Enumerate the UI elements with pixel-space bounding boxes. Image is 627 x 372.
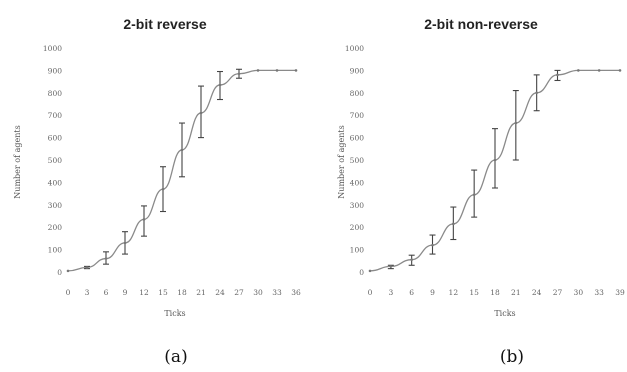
data-point — [577, 69, 580, 72]
y-tick-label: 200 — [350, 223, 365, 232]
x-tick-label: 9 — [123, 288, 128, 297]
error-bar — [512, 90, 519, 161]
y-tick-label: 900 — [48, 66, 63, 75]
data-point — [218, 83, 222, 87]
panel-caption: (a) — [164, 347, 187, 367]
error-bar — [141, 205, 147, 237]
y-tick-label: 400 — [48, 178, 63, 187]
data-point — [199, 111, 203, 115]
y-tick-label: 100 — [48, 246, 63, 255]
data-point — [66, 269, 70, 273]
data-point — [142, 218, 146, 221]
x-tick-label: 39 — [615, 288, 625, 297]
data-point — [389, 265, 393, 268]
y-tick-labels: 0 100 200 300 400 500 600 700 800 900 1000 — [43, 44, 62, 277]
y-tick-label: 600 — [48, 134, 63, 143]
data-point — [275, 69, 279, 72]
y-tick-label: 300 — [48, 201, 63, 210]
error-bar — [492, 128, 498, 189]
data-point — [180, 148, 184, 152]
x-tick-label: 36 — [291, 288, 301, 297]
data-point — [514, 121, 518, 125]
data-point — [431, 243, 434, 247]
y-tick-label: 800 — [350, 89, 365, 98]
y-tick-label: 500 — [350, 156, 365, 165]
x-tick-label: 0 — [66, 288, 71, 297]
data-point — [493, 158, 497, 162]
y-tick-label: 800 — [48, 89, 63, 98]
y-tick-label: 600 — [350, 134, 365, 143]
data-point — [161, 187, 165, 191]
x-tick-label: 33 — [272, 288, 282, 297]
data-point — [123, 241, 127, 245]
x-tick-label: 3 — [85, 288, 90, 297]
data-point — [535, 91, 538, 95]
x-tick-label: 12 — [449, 288, 459, 297]
x-tick-label: 3 — [388, 288, 393, 297]
data-point — [104, 257, 108, 260]
chart-panel-a: 2-bit reverse 01002003004005006007008009… — [13, 16, 301, 367]
y-tick-label: 200 — [48, 223, 63, 232]
chart-panel-b: 2-bit non-reverse 0100200300400500600700… — [337, 16, 625, 367]
y-tick-label: 400 — [350, 178, 365, 187]
x-tick-labels: 0 3 6 9 12 15 18 21 24 27 30 33 36 — [66, 288, 301, 297]
x-tick-label: 6 — [409, 288, 414, 297]
data-point — [256, 69, 260, 72]
y-tick-label: 1000 — [345, 44, 364, 53]
x-tick-label: 27 — [553, 288, 563, 297]
series-group — [66, 68, 298, 273]
x-tick-label: 12 — [139, 288, 149, 297]
data-point — [556, 73, 559, 77]
x-tick-label: 0 — [368, 288, 373, 297]
series-group — [368, 69, 622, 273]
data-point — [472, 193, 476, 197]
x-tick-label: 15 — [158, 288, 168, 297]
data-point — [294, 69, 298, 72]
y-axis-label: Number of agents — [13, 125, 22, 198]
x-tick-label: 30 — [253, 288, 263, 297]
x-tick-label: 18 — [490, 288, 500, 297]
y-axis-label: Number of agents — [337, 125, 346, 198]
x-tick-label: 21 — [196, 288, 206, 297]
x-tick-label: 24 — [215, 288, 225, 297]
data-point — [618, 69, 622, 72]
data-point — [410, 258, 413, 261]
x-tick-label: 27 — [234, 288, 244, 297]
chart-title: 2-bit reverse — [123, 16, 206, 32]
x-tick-label: 24 — [532, 288, 542, 297]
y-tick-label: 0 — [359, 268, 364, 277]
x-tick-label: 33 — [594, 288, 604, 297]
data-point — [368, 269, 372, 273]
x-tick-labels: 0 3 6 9 12 15 18 21 24 27 30 33 39 — [368, 288, 625, 297]
y-tick-label: 300 — [350, 201, 365, 210]
x-tick-label: 6 — [104, 288, 109, 297]
x-tick-label: 18 — [177, 288, 187, 297]
data-point — [597, 69, 601, 72]
x-tick-label: 9 — [430, 288, 435, 297]
y-tick-label: 1000 — [43, 44, 62, 53]
panel-caption: (b) — [500, 347, 524, 367]
y-tick-label: 100 — [350, 246, 365, 255]
chart-title: 2-bit non-reverse — [424, 16, 538, 32]
x-tick-label: 21 — [511, 288, 521, 297]
x-axis-label: Ticks — [164, 309, 185, 318]
data-point — [237, 72, 241, 76]
y-tick-label: 500 — [48, 156, 63, 165]
x-axis-label: Ticks — [494, 309, 515, 318]
y-tick-labels: 0 100 200 300 400 500 600 700 800 900 1000 — [345, 44, 364, 277]
y-tick-label: 700 — [350, 111, 365, 120]
y-tick-label: 900 — [350, 66, 365, 75]
y-tick-label: 700 — [48, 111, 63, 120]
data-point — [85, 266, 89, 269]
x-tick-label: 30 — [574, 288, 584, 297]
y-tick-label: 0 — [57, 268, 62, 277]
x-tick-label: 15 — [469, 288, 479, 297]
data-point — [452, 222, 455, 226]
